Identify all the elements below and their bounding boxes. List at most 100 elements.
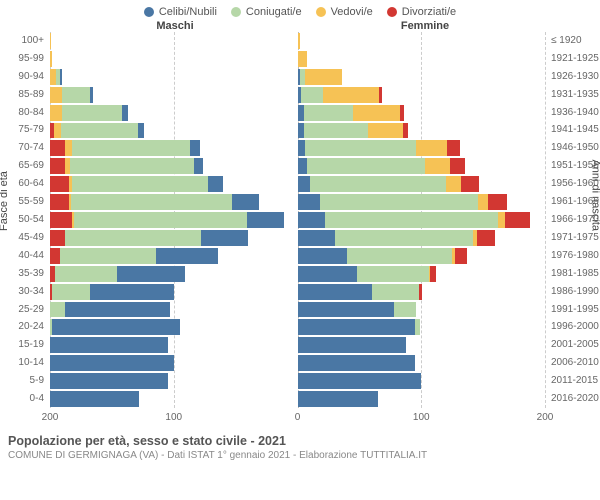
female-bar <box>298 105 546 121</box>
bar-segment <box>156 248 218 264</box>
age-row <box>50 157 545 175</box>
age-row <box>50 193 545 211</box>
age-label: 95-99 <box>0 53 48 64</box>
bar-segment <box>298 266 357 282</box>
legend-swatch <box>387 7 397 17</box>
male-bar <box>50 105 298 121</box>
birth-label: 1931-1935 <box>547 89 600 100</box>
bar-segment <box>232 194 259 210</box>
bar-segment <box>400 105 404 121</box>
age-row <box>50 372 545 390</box>
bar-segment <box>498 212 505 228</box>
birth-label: 1926-1930 <box>547 71 600 82</box>
female-bar <box>298 302 546 318</box>
male-bar <box>50 158 298 174</box>
female-bar <box>298 230 546 246</box>
bar-segment <box>50 230 65 246</box>
bar-segment <box>379 87 381 103</box>
age-label: 5-9 <box>0 375 48 386</box>
bar-segment <box>298 212 325 228</box>
age-label: 65-69 <box>0 160 48 171</box>
birth-label: 1981-1985 <box>547 268 600 279</box>
bar-segment <box>60 69 62 85</box>
birth-label: 2016-2020 <box>547 393 600 404</box>
male-label: Maschi <box>0 20 300 32</box>
legend-item: Coniugati/e <box>231 6 302 18</box>
bar-segment <box>430 266 436 282</box>
bar-segment <box>298 284 372 300</box>
age-row <box>50 104 545 122</box>
female-bar <box>298 87 546 103</box>
bar-segment <box>50 87 62 103</box>
female-bar <box>298 51 546 67</box>
birth-label: 1991-1995 <box>547 304 600 315</box>
legend-swatch <box>316 7 326 17</box>
bar-segment <box>72 140 190 156</box>
age-label: 30-34 <box>0 286 48 297</box>
birth-label: 2011-2015 <box>547 375 600 386</box>
bar-segment <box>70 158 194 174</box>
bar-segment <box>298 355 416 371</box>
plot-area <box>50 32 545 408</box>
bar-segment <box>190 140 200 156</box>
bar-segment <box>52 319 179 335</box>
male-bar <box>50 319 298 335</box>
age-label: 15-19 <box>0 339 48 350</box>
birth-label: 1961-1965 <box>547 196 600 207</box>
birth-label: 1951-1955 <box>547 160 600 171</box>
age-label: 70-74 <box>0 142 48 153</box>
male-bar <box>50 266 298 282</box>
bar-segment <box>298 302 395 318</box>
age-label: 35-39 <box>0 268 48 279</box>
female-bar <box>298 391 546 407</box>
age-row <box>50 265 545 283</box>
bar-segment <box>446 176 461 192</box>
gender-labels: Maschi Femmine <box>0 20 600 32</box>
legend-label: Divorziati/e <box>402 6 456 18</box>
bar-segment <box>298 140 305 156</box>
bar-segment <box>298 158 308 174</box>
bar-segment <box>50 355 174 371</box>
age-label: 80-84 <box>0 107 48 118</box>
bar-segment <box>305 140 416 156</box>
bar-segment <box>304 105 354 121</box>
bar-segment <box>416 140 447 156</box>
male-bar <box>50 69 298 85</box>
bar-segment <box>74 212 247 228</box>
age-row <box>50 301 545 319</box>
bar-segment <box>50 302 65 318</box>
age-label: 20-24 <box>0 321 48 332</box>
legend-item: Vedovi/e <box>316 6 373 18</box>
bar-segment <box>461 176 480 192</box>
age-label: 0-4 <box>0 393 48 404</box>
bar-segment <box>122 105 128 121</box>
bar-segment <box>298 319 416 335</box>
bar-segment <box>50 248 60 264</box>
bar-segment <box>247 212 284 228</box>
bar-segment <box>298 51 308 67</box>
male-bar <box>50 176 298 192</box>
chart-source: COMUNE DI GERMIGNAGA (VA) - Dati ISTAT 1… <box>8 450 592 461</box>
bar-segment <box>488 194 507 210</box>
age-label: 10-14 <box>0 357 48 368</box>
bar-segment <box>138 123 144 139</box>
male-bar <box>50 230 298 246</box>
age-row <box>50 175 545 193</box>
birth-label: 1946-1950 <box>547 142 600 153</box>
bar-segment <box>478 194 488 210</box>
female-bar <box>298 373 546 389</box>
age-row <box>50 390 545 408</box>
bar-segment <box>298 337 407 353</box>
bar-segment <box>450 158 465 174</box>
bar-segment <box>61 123 138 139</box>
bar-segment <box>403 123 408 139</box>
bar-segment <box>194 158 204 174</box>
birth-label: 1971-1975 <box>547 232 600 243</box>
birth-label: 1966-1970 <box>547 214 600 225</box>
female-bar <box>298 355 546 371</box>
age-label: 100+ <box>0 35 48 46</box>
x-tick-label: 200 <box>42 412 59 423</box>
bar-segment <box>301 87 323 103</box>
male-bar <box>50 373 298 389</box>
male-bar <box>50 212 298 228</box>
